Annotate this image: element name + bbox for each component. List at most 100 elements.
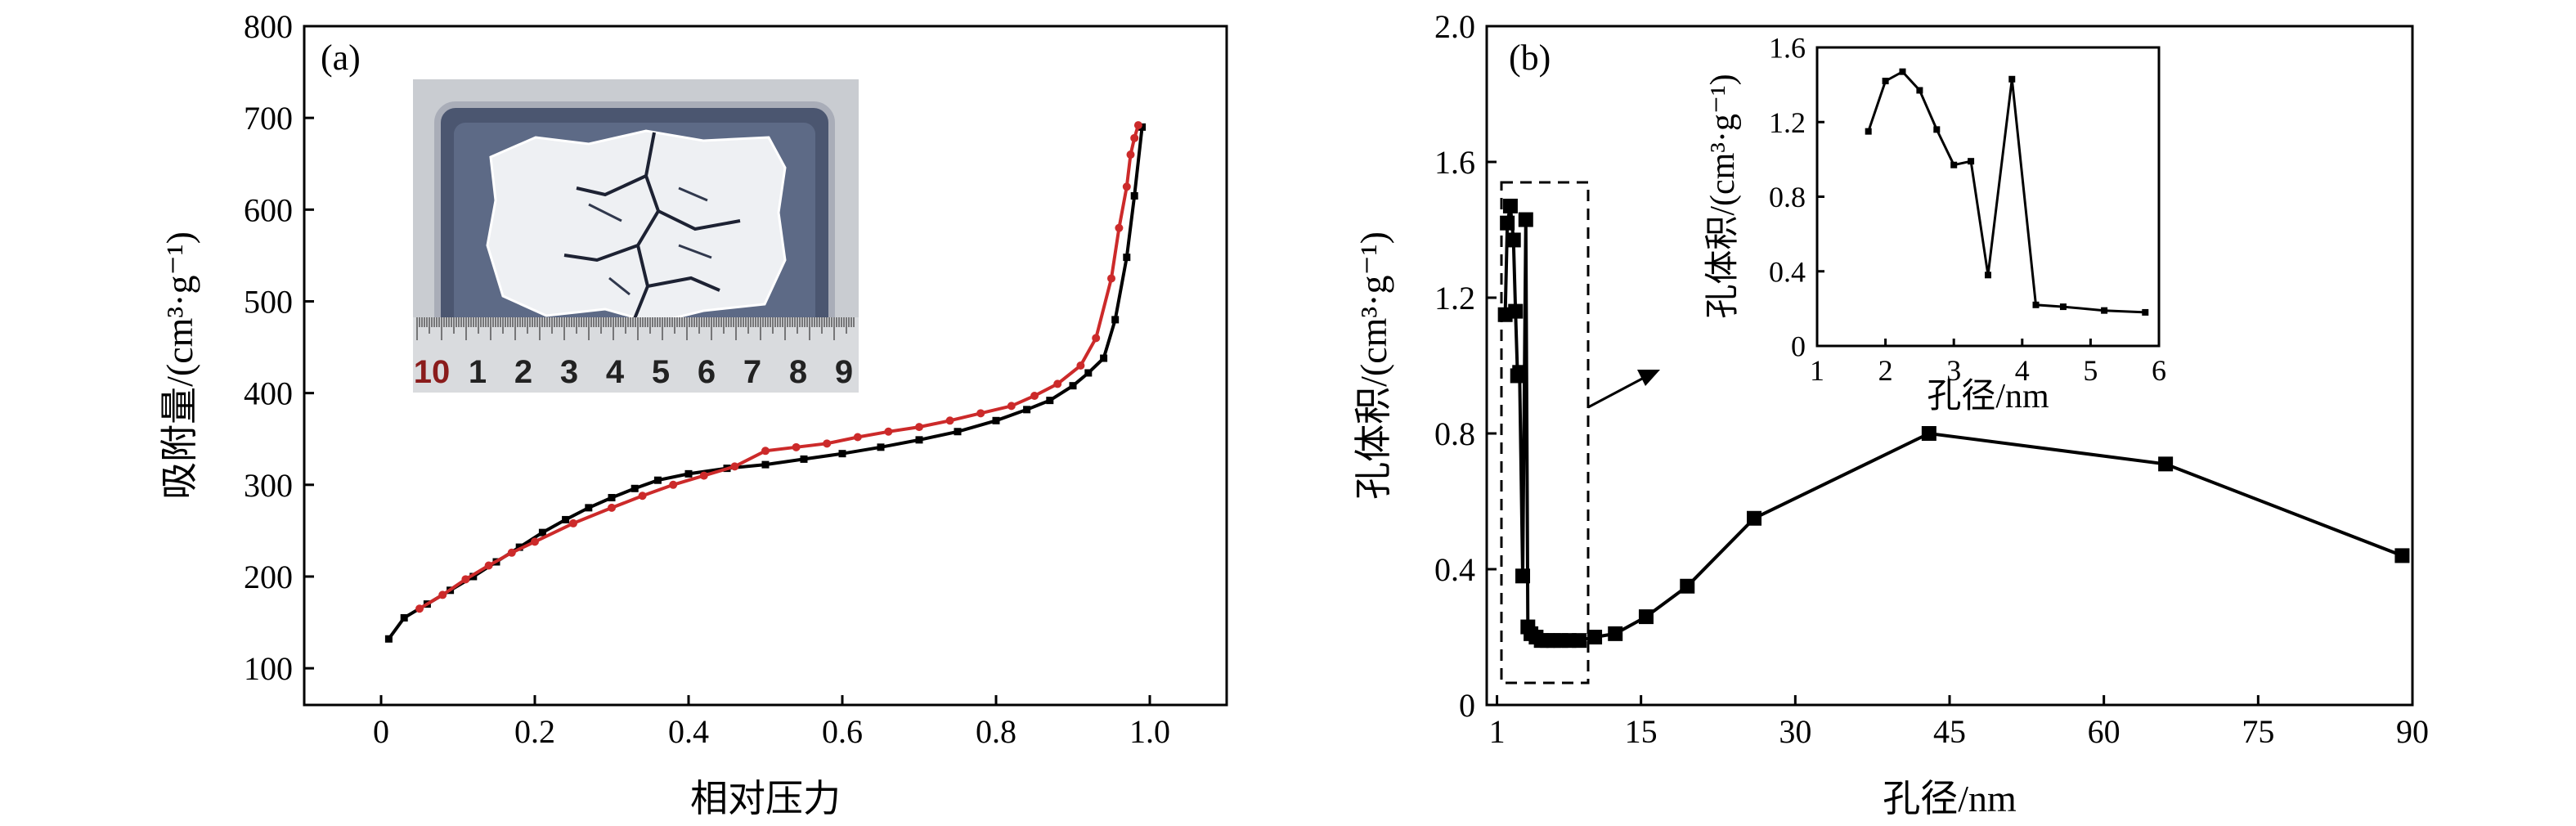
inset-series-point [2059,303,2067,311]
panel-a-xtick-label: 0.2 [514,713,555,750]
panel-b-xlabel: 孔径/nm [1883,778,2017,819]
panel-b-xtick-label: 75 [2242,713,2274,750]
panel-a-series-black-point [684,469,693,478]
panel-a-series-black-point [1084,369,1093,377]
panel-a-series-black-point [384,635,393,643]
panel-a-photo-inset: 10 1 2 3 4 5 6 7 8 9 [413,79,859,393]
panel-b-xtick-label: 15 [1625,713,1658,750]
panel-a-series-red-point [531,537,539,546]
zoom-arrow-line [1587,376,1645,409]
crack-detail [588,186,712,296]
panel-a-series-red-point [1092,334,1101,343]
panel-a-series-red-point [1007,402,1016,411]
panel-a-series-red-point [699,471,708,480]
inset-ytick-label: 0.4 [1769,255,1806,288]
panel-b-ytick-label: 0 [1459,687,1475,724]
panel-b-series-point [1506,232,1521,248]
panel-a-series-red-point [1053,379,1062,388]
inset-series-point [1968,158,1975,165]
panel-a-series-black-point [1069,382,1077,390]
panel-b-xtick-label: 60 [2088,713,2120,750]
panel-b-series-point [1587,630,1603,644]
ruler-label: 3 [560,354,578,390]
ruler-label: 2 [514,354,532,390]
panel-a-series-red-point [976,409,985,418]
panel-a-series-red-point [1107,274,1115,283]
panel-a-series-black-point [800,455,808,463]
ruler-label: 4 [606,354,625,390]
panel-a-xtick-label: 0.6 [822,713,863,750]
panel-b-series-point [1680,578,1695,594]
ruler-label: 7 [743,354,761,390]
panel-a-series-red-point [884,427,893,436]
panel-a-series-black-point [562,515,570,523]
panel-a-series-black-point [1111,316,1120,324]
inset-ytick-label: 0.8 [1769,181,1806,213]
panel-a-ytick-label: 600 [244,191,293,228]
panel-a-series-red-point [730,462,739,471]
inset-series [1865,68,2149,316]
panel-a: (a) 10 1 2 3 4 5 6 7 8 9 0 0.2 0.4 0.6 0.8 1.0 100 200 30… [159,8,1228,819]
panel-a-series-black-point [585,504,593,512]
panel-a-series-red-point [1115,223,1124,232]
panel-a-series-red-point [792,442,801,451]
panel-b-ytick-label: 1.6 [1434,144,1475,181]
panel-b-series-point [2158,456,2174,472]
panel-a-series-red-point [1126,150,1135,159]
panel-a-series-black-point [538,528,546,536]
ruler-label: 5 [652,354,670,390]
inset-series-point [1865,128,1872,135]
panel-a-series-black-point [1130,192,1138,200]
panel-a-series-red-point [945,416,954,425]
panel-a-series-black-point [1138,123,1147,131]
panel-a-series-black-point [1023,406,1031,414]
panel-b-series-point [1508,303,1524,319]
ruler [413,317,859,393]
inset-ylabel: 孔体积/(cm³·g⁻¹) [1704,74,1742,318]
panel-b-label: (b) [1509,38,1551,78]
panel-a-ytick-label: 300 [244,467,293,504]
inset-ytick-label: 1.6 [1769,32,1806,65]
panel-a-xtick-label: 0 [373,713,389,750]
panel-a-series-red-point [1076,361,1085,370]
panel-a-series-black-point [877,443,885,451]
panel-a-series-black-point [653,476,662,484]
panel-a-ytick-label: 400 [244,375,293,412]
panel-a-ytick-label: 500 [244,283,293,320]
panel-b-xtick-label: 90 [2396,713,2429,750]
panel-a-label: (a) [321,38,361,78]
zoom-region-box [1500,181,1590,685]
panel-b-ytick-label: 1.2 [1434,280,1475,316]
panel-b-series-point [1638,609,1654,625]
panel-a-frame [303,25,1228,707]
panel-a-series-red-point [669,480,678,489]
inset-xtick-label: 2 [1878,354,1893,387]
panel-a-series-red-point [823,439,832,448]
panel-b-series-point [2394,548,2410,563]
panel-a-xtick-label: 1.0 [1129,713,1170,750]
panel-b-series-point [1502,198,1518,213]
panel-b-series-point [1921,426,1936,441]
panel-a-axes: 0 0.2 0.4 0.6 0.8 1.0 100 200 300 400 500 600 700 800 [244,8,1170,750]
panel-a-series-red-point [1133,121,1142,130]
inset-series-point [1899,68,1906,75]
panel-a-ytick-label: 700 [244,100,293,137]
panel-b-ylabel: 孔体积/(cm³·g⁻¹) [1353,231,1394,500]
inset-xtick-label: 6 [2152,354,2166,387]
panel-b-series-point [1518,212,1533,227]
crack-lines [563,132,741,321]
panel-b-series-point [1747,510,1762,526]
panel-a-series-red-point [1130,133,1139,142]
inset-series-point [1950,161,1958,168]
panel-b-inset: 1 2 3 4 5 6 0 0.4 0.8 1.2 1.6 孔径/nm 孔体积/(cm³·g⁻¹) [1704,32,2166,415]
ruler-label: 1 [469,354,487,390]
panel-a-series-red-point [761,447,770,456]
ruler-labels: 10 1 2 3 4 5 6 7 8 9 [414,354,853,390]
panel-a-ytick-label: 200 [244,559,293,595]
panel-a-series-red-point [438,590,447,599]
panel-a-series-red-point [569,518,577,527]
inset-xtick-label: 3 [1946,354,1961,387]
ruler-label: 8 [789,354,807,390]
panel-a-xlabel: 相对压力 [690,778,841,819]
